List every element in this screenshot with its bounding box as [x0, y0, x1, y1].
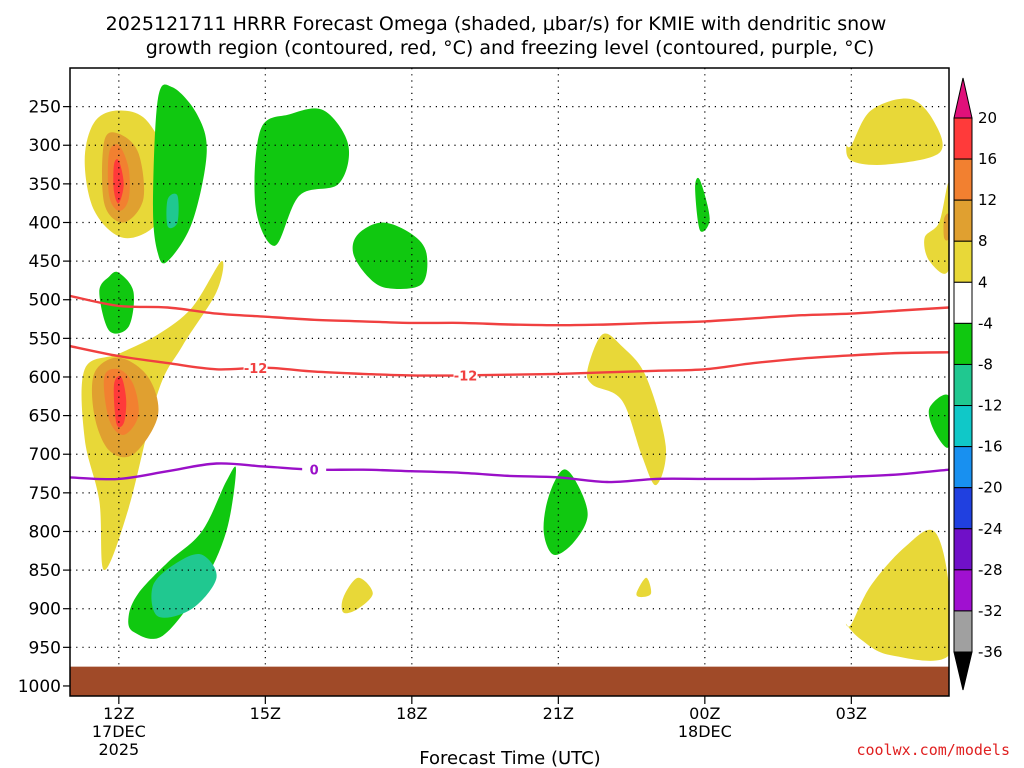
grid-lines	[70, 68, 949, 667]
omega-region	[81, 260, 224, 571]
omega-region	[254, 108, 350, 246]
y-tick-label: 950	[29, 638, 61, 658]
contour-label-gap	[302, 462, 327, 477]
colorbar-label: 8	[978, 232, 988, 250]
y-tick-label: 350	[29, 175, 61, 195]
colorbar-swatch	[953, 117, 973, 160]
y-tick-label: 550	[29, 329, 61, 349]
colorbar-label: -12	[978, 397, 1003, 415]
x-tick-date: 18DEC	[678, 722, 732, 741]
colorbar-swatch	[953, 528, 973, 571]
colorbar-bottom-triangle	[953, 651, 973, 691]
colorbar-swatch	[953, 158, 973, 201]
omega-region	[695, 177, 710, 232]
y-tick-label: 800	[29, 522, 61, 542]
contour-label: -12	[454, 369, 478, 384]
colorbar-swatch	[953, 322, 973, 365]
omega-region	[845, 529, 949, 661]
contour-line	[70, 462, 949, 484]
colorbar-swatch	[953, 487, 973, 530]
omega-region	[99, 271, 135, 334]
x-tick-label: 18Z	[396, 704, 427, 723]
colorbar-swatch	[953, 363, 973, 407]
contour-line	[70, 344, 949, 377]
y-tick-label: 850	[29, 561, 61, 581]
y-tick-label: 500	[29, 291, 61, 311]
contour-label-gap	[453, 368, 478, 383]
contour-label-gap	[243, 361, 268, 376]
contour-label: -12	[244, 362, 268, 377]
y-tick-label: 1000	[18, 677, 61, 697]
omega-region	[113, 159, 124, 204]
omega-region	[341, 577, 373, 614]
colorbar-label: 20	[978, 109, 997, 127]
y-tick-label: 750	[29, 484, 61, 504]
y-tick-label: 700	[29, 445, 61, 465]
y-tick-label: 900	[29, 600, 61, 620]
chart-title-line1: 2025121711 HRRR Forecast Omega (shaded, …	[106, 13, 887, 35]
colorbar: 20 16 12 8 4 -4 -8 -12 -16 -20 -24 -28 -32 -36	[953, 77, 1003, 691]
contour-lines: -12 -12 0	[70, 294, 949, 484]
x-tick-label: 12Z	[103, 704, 134, 723]
credit-text: coolwx.com/models	[856, 741, 1010, 759]
y-tick-label: 600	[29, 368, 61, 388]
colorbar-swatch	[953, 240, 973, 283]
colorbar-label: -4	[978, 314, 993, 332]
omega-region	[543, 469, 588, 555]
x-axis-title: Forecast Time (UTC)	[419, 748, 600, 768]
colorbar-swatch	[953, 446, 973, 489]
colorbar-label: 4	[978, 273, 988, 291]
colorbar-swatch	[953, 405, 973, 448]
colorbar-label: -20	[978, 479, 1003, 497]
plot-frame	[69, 67, 950, 697]
colorbar-swatch	[953, 610, 973, 653]
contour-line	[70, 294, 949, 327]
contour-label: 0	[310, 464, 319, 479]
colorbar-label: -32	[978, 602, 1003, 620]
x-tick-label: 00Z	[689, 704, 720, 723]
colorbar-label: -8	[978, 355, 993, 373]
chart-title-line2: growth region (contoured, red, °C) and f…	[146, 37, 875, 59]
omega-shading	[81, 84, 949, 661]
x-tick-label: 03Z	[836, 704, 867, 723]
colorbar-swatch	[953, 199, 973, 242]
colorbar-label: -24	[978, 520, 1003, 538]
omega-region	[166, 193, 179, 229]
x-tick-label: 21Z	[543, 704, 574, 723]
omega-region	[928, 394, 949, 448]
colorbar-label: 12	[978, 191, 997, 209]
y-tick-label: 650	[29, 407, 61, 427]
colorbar-label: -16	[978, 438, 1003, 456]
y-tick-label: 450	[29, 252, 61, 272]
colorbar-label: -36	[978, 643, 1003, 661]
x-tick-date: 17DEC	[92, 722, 146, 741]
x-tick-label: 15Z	[250, 704, 281, 723]
surface-ground	[70, 666, 949, 696]
colorbar-swatch	[953, 569, 973, 612]
x-tick-year: 2025	[98, 740, 139, 759]
omega-region	[924, 182, 949, 274]
colorbar-label: 16	[978, 150, 997, 168]
colorbar-label: -28	[978, 561, 1003, 579]
omega-region	[846, 98, 943, 165]
colorbar-swatch	[953, 281, 973, 324]
omega-region	[636, 577, 652, 598]
omega-region	[113, 376, 127, 428]
y-tick-label: 400	[29, 213, 61, 233]
y-axis: 250 300 350 400 450 500 550 600 650 700 750 800 850 9…	[18, 98, 70, 697]
y-tick-label: 250	[29, 98, 61, 118]
omega-region	[943, 213, 949, 241]
omega-region	[153, 84, 207, 264]
y-tick-label: 300	[29, 136, 61, 156]
omega-region	[352, 222, 428, 289]
